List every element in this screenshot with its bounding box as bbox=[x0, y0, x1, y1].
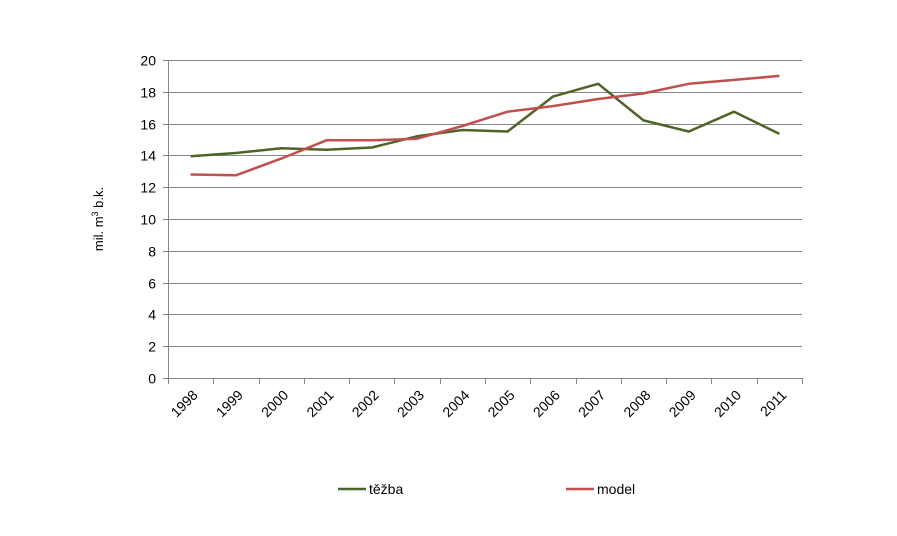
y-tick-label: 8 bbox=[148, 244, 156, 260]
y-tick-label: 10 bbox=[140, 212, 156, 228]
x-tick-label: 2001 bbox=[303, 387, 336, 420]
y-tick-label: 4 bbox=[148, 307, 156, 323]
y-tick-label: 14 bbox=[140, 148, 156, 164]
x-tick-label: 2009 bbox=[666, 387, 699, 420]
x-tick-label: 2010 bbox=[711, 387, 744, 420]
y-tick-label: 2 bbox=[148, 339, 156, 355]
x-tick-label: 2004 bbox=[439, 387, 472, 420]
y-tick-label: 0 bbox=[148, 371, 156, 387]
x-tick-label: 2008 bbox=[620, 387, 653, 420]
legend-label: těžba bbox=[369, 481, 403, 497]
x-tick-label: 2000 bbox=[258, 387, 291, 420]
y-tick-label: 18 bbox=[140, 85, 156, 101]
y-tick-label: 16 bbox=[140, 117, 156, 133]
x-tick-label: 2007 bbox=[575, 387, 608, 420]
gridlines bbox=[163, 60, 803, 384]
legend: těžba model bbox=[338, 481, 635, 497]
y-tick-label: 20 bbox=[140, 53, 156, 69]
series-line-tezba bbox=[190, 82, 780, 158]
x-tick-label: 1999 bbox=[213, 387, 246, 420]
x-tick-labels: 1998 1999 2000 2001 2002 2003 2004 2005 2006 2007… bbox=[167, 387, 789, 420]
y-tick-label: 12 bbox=[140, 180, 156, 196]
x-tick-label: 2006 bbox=[530, 387, 563, 420]
x-tick-label: 2005 bbox=[484, 387, 517, 420]
series-lines bbox=[190, 74, 780, 177]
legend-label: model bbox=[597, 481, 635, 497]
x-tick-label: 1998 bbox=[167, 387, 200, 420]
x-tick-label: 2011 bbox=[757, 387, 790, 420]
y-axis-label: mil. m3 b.k. bbox=[90, 187, 106, 251]
y-tick-label: 6 bbox=[148, 276, 156, 292]
x-tick-label: 2003 bbox=[394, 387, 427, 420]
series-line-model bbox=[190, 74, 780, 177]
y-tick-labels: 0 2 4 6 8 10 12 14 16 18 20 bbox=[140, 53, 156, 387]
x-tick-label: 2002 bbox=[349, 387, 382, 420]
